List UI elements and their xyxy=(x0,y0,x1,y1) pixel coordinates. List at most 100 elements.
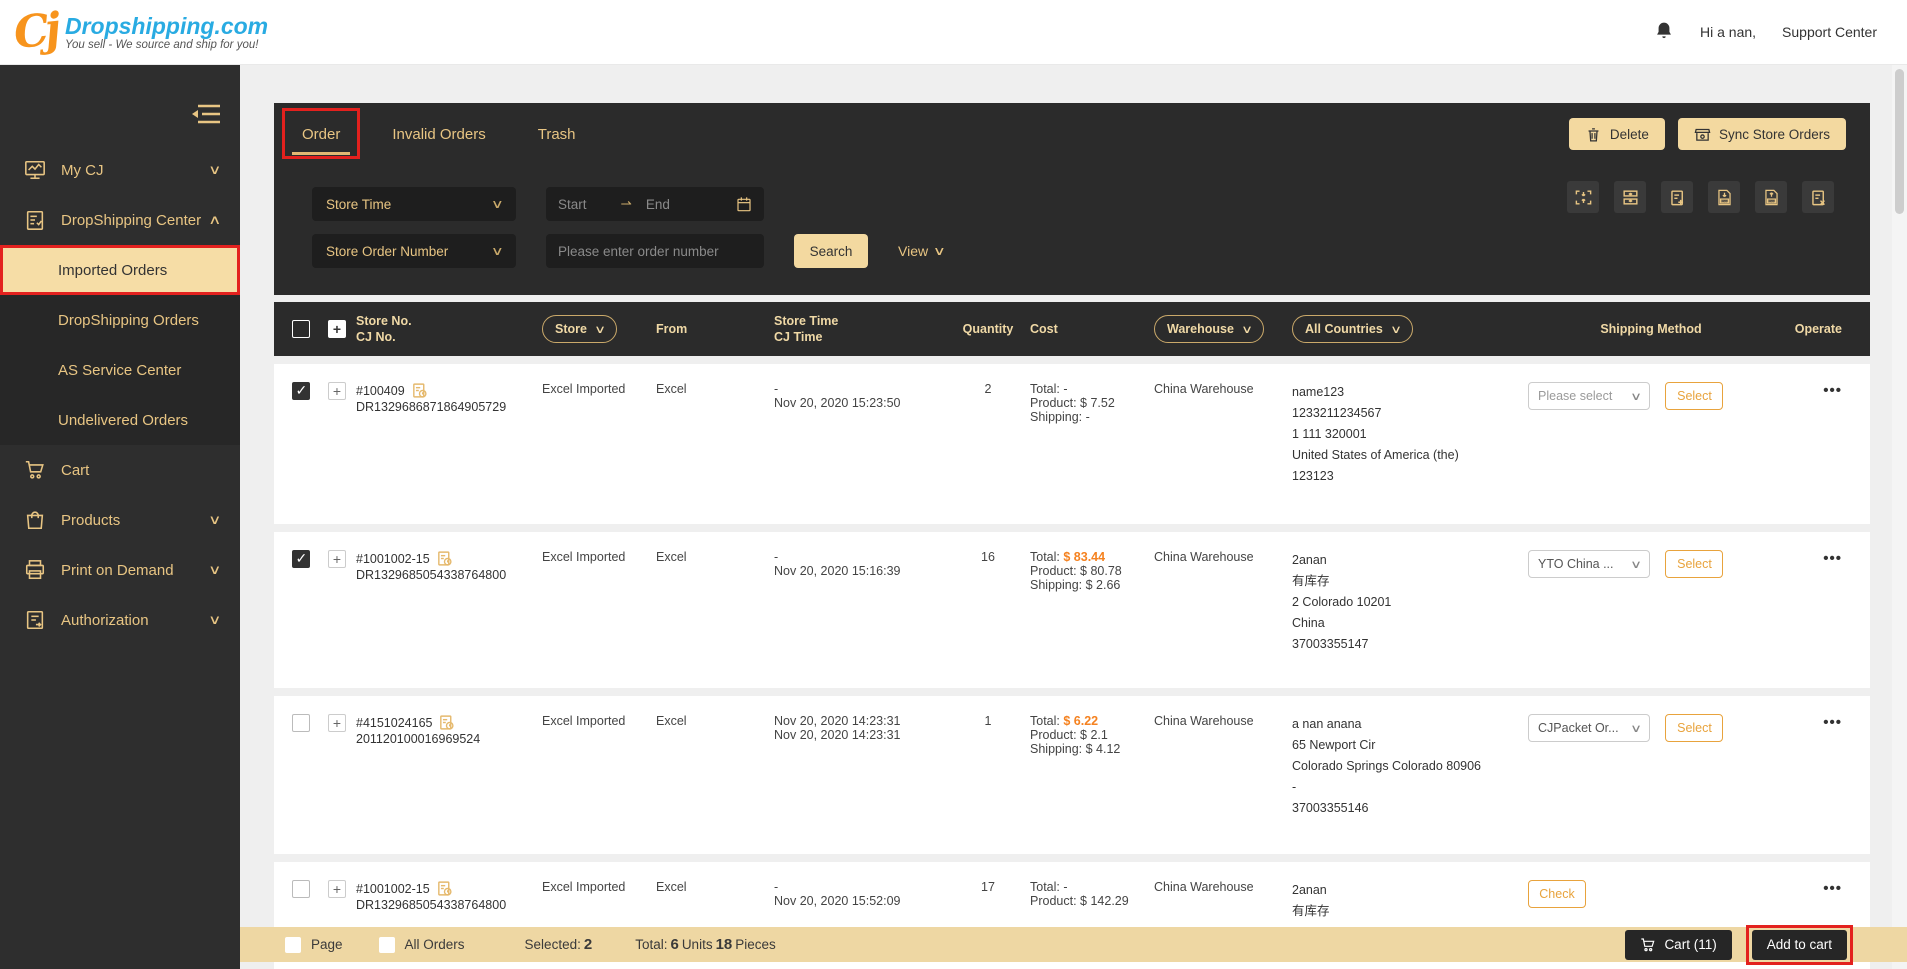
shipping-address: a nan anana 65 Newport Cir Colorado Spri… xyxy=(1292,717,1482,815)
cj-order-no: DR1329685054338764800 xyxy=(356,568,507,582)
sync-store-orders-button[interactable]: Sync Store Orders xyxy=(1677,118,1846,150)
column-header-shipping-method: Shipping Method xyxy=(1600,322,1702,336)
sidebar-item-dropshipping-center[interactable]: DropShipping Center ∧ xyxy=(0,195,240,245)
order-note-icon[interactable] xyxy=(438,714,455,731)
expand-all-button[interactable]: + xyxy=(328,320,346,338)
page-checkbox[interactable] xyxy=(285,936,301,953)
row-checkbox[interactable] xyxy=(292,382,310,400)
scrollbar-thumb[interactable] xyxy=(1895,69,1904,214)
create-order-button[interactable] xyxy=(1661,181,1693,213)
expand-row-button[interactable]: + xyxy=(328,714,346,732)
select-all-checkbox[interactable] xyxy=(292,320,310,338)
expand-all-rows-button[interactable] xyxy=(1567,181,1599,213)
sidebar-collapse-icon[interactable] xyxy=(192,103,220,125)
shipping-method-select[interactable]: YTO China ... ∨ xyxy=(1528,550,1650,578)
chevron-down-icon: ∨ xyxy=(208,562,222,577)
column-header-store-no: Store No. xyxy=(356,314,412,328)
more-actions-icon[interactable]: ••• xyxy=(1823,880,1842,897)
notifications-bell-icon[interactable] xyxy=(1654,21,1674,43)
support-center-link[interactable]: Support Center xyxy=(1782,24,1877,40)
order-number-input[interactable] xyxy=(546,234,764,268)
view-dropdown[interactable]: View ∨ xyxy=(898,243,946,259)
cost-cell: Total: - Product: $ 7.52 Shipping: - xyxy=(1030,382,1154,424)
sidebar-item-undelivered-orders[interactable]: Undelivered Orders xyxy=(0,395,240,445)
store-name: Excel Imported xyxy=(542,382,626,396)
collapse-all-rows-button[interactable] xyxy=(1614,181,1646,213)
more-actions-icon[interactable]: ••• xyxy=(1823,382,1842,399)
row-checkbox[interactable] xyxy=(292,880,310,898)
search-button[interactable]: Search xyxy=(794,234,868,268)
store-name: Excel Imported xyxy=(542,714,626,728)
expand-row-button[interactable]: + xyxy=(328,880,346,898)
store-filter-pill[interactable]: Store ∨ xyxy=(542,315,618,343)
sidebar-item-label: Cart xyxy=(61,461,90,479)
more-actions-icon[interactable]: ••• xyxy=(1823,714,1842,731)
warehouse-filter-pill[interactable]: Warehouse ∨ xyxy=(1154,315,1264,343)
cj-time-value: Nov 20, 2020 14:23:31 xyxy=(774,728,901,742)
sidebar-item-imported-orders[interactable]: Imported Orders xyxy=(0,245,240,295)
order-row: + #100409 DR1329686871864905729 Excel Im… xyxy=(274,364,1870,524)
total-pieces-label: Pieces xyxy=(735,937,776,952)
store-time-value: - xyxy=(774,382,779,396)
add-to-cart-button[interactable]: Add to cart xyxy=(1751,929,1847,960)
all-orders-checkbox[interactable] xyxy=(378,936,395,953)
cart-button[interactable]: Cart (11) xyxy=(1625,929,1732,960)
sidebar-item-label: My CJ xyxy=(61,161,104,179)
cost-cell: Total: $ 6.22 Product: $ 2.1 Shipping: $… xyxy=(1030,714,1154,756)
sidebar-item-cart[interactable]: Cart xyxy=(0,445,240,495)
select-value: YTO China ... xyxy=(1538,557,1614,571)
select-shipping-button[interactable]: Select xyxy=(1665,550,1724,578)
select-shipping-button[interactable]: Select xyxy=(1665,714,1724,742)
store-order-number-select[interactable]: Store Order Number ∨ xyxy=(312,234,516,268)
printer-icon xyxy=(24,559,46,581)
tab-trash[interactable]: Trash xyxy=(534,112,580,157)
store-time-select[interactable]: Store Time ∨ xyxy=(312,187,516,221)
sidebar-item-dropshipping-orders[interactable]: DropShipping Orders xyxy=(0,295,240,345)
sidebar-item-authorization[interactable]: Authorization ∨ xyxy=(0,595,240,645)
site-logo[interactable]: Cj Dropshipping.com You sell - We source… xyxy=(11,3,268,60)
sidebar-item-print-on-demand[interactable]: Print on Demand ∨ xyxy=(0,545,240,595)
chevron-down-icon: ∨ xyxy=(593,323,607,336)
expand-row-button[interactable]: + xyxy=(328,382,346,400)
shipping-address: name123 1233211234567 1 111 320001 Unite… xyxy=(1292,385,1459,483)
warehouse-value: China Warehouse xyxy=(1154,714,1254,728)
logo-cj-mark: Cj xyxy=(11,3,60,60)
chevron-down-icon: ∨ xyxy=(208,162,222,177)
shipping-method-select[interactable]: Please select ∨ xyxy=(1528,382,1650,410)
more-actions-icon[interactable]: ••• xyxy=(1823,550,1842,567)
row-checkbox[interactable] xyxy=(292,550,310,568)
clipboard-plus-icon xyxy=(1670,189,1683,205)
quantity-value: 2 xyxy=(984,382,992,396)
download-excel-button[interactable]: Excel xyxy=(1708,181,1740,213)
delete-button[interactable]: Delete xyxy=(1568,118,1665,150)
countries-filter-pill[interactable]: All Countries ∨ xyxy=(1292,315,1413,343)
order-note-icon[interactable] xyxy=(436,550,453,567)
select-shipping-button[interactable]: Select xyxy=(1665,382,1724,410)
excel-download-icon: Excel xyxy=(1717,189,1731,205)
cost-product-label: Product: xyxy=(1030,894,1077,908)
sidebar-item-as-service-center[interactable]: AS Service Center xyxy=(0,345,240,395)
chevron-down-icon: ∨ xyxy=(1629,558,1643,571)
store-time-value: - xyxy=(774,880,779,894)
sidebar-item-my-cj[interactable]: My CJ ∨ xyxy=(0,145,240,195)
tab-order[interactable]: Order xyxy=(282,107,361,159)
store-order-no: #1001002-15 xyxy=(356,551,430,566)
clipboard-icon xyxy=(24,209,46,231)
user-greeting[interactable]: Hi a nan, xyxy=(1700,24,1757,40)
date-range-picker[interactable]: Start ⇀ End xyxy=(546,187,764,221)
check-shipping-button[interactable]: Check xyxy=(1528,880,1586,908)
sidebar-item-label: Print on Demand xyxy=(61,561,174,579)
expand-row-button[interactable]: + xyxy=(328,550,346,568)
row-checkbox[interactable] xyxy=(292,714,310,732)
scrollbar[interactable] xyxy=(1892,65,1907,969)
upload-excel-button[interactable]: Excel xyxy=(1755,181,1787,213)
order-note-icon[interactable] xyxy=(411,382,428,399)
cj-time-value: Nov 20, 2020 15:52:09 xyxy=(774,894,901,908)
clear-orders-button[interactable] xyxy=(1802,181,1834,213)
shipping-method-select[interactable]: CJPacket Or... ∨ xyxy=(1528,714,1650,742)
tab-invalid-orders[interactable]: Invalid Orders xyxy=(388,112,489,157)
order-note-icon[interactable] xyxy=(436,880,453,897)
main-content: Order Invalid Orders Trash Delete xyxy=(240,65,1907,969)
select-value: Store Order Number xyxy=(326,243,449,259)
sidebar-item-products[interactable]: Products ∨ xyxy=(0,495,240,545)
